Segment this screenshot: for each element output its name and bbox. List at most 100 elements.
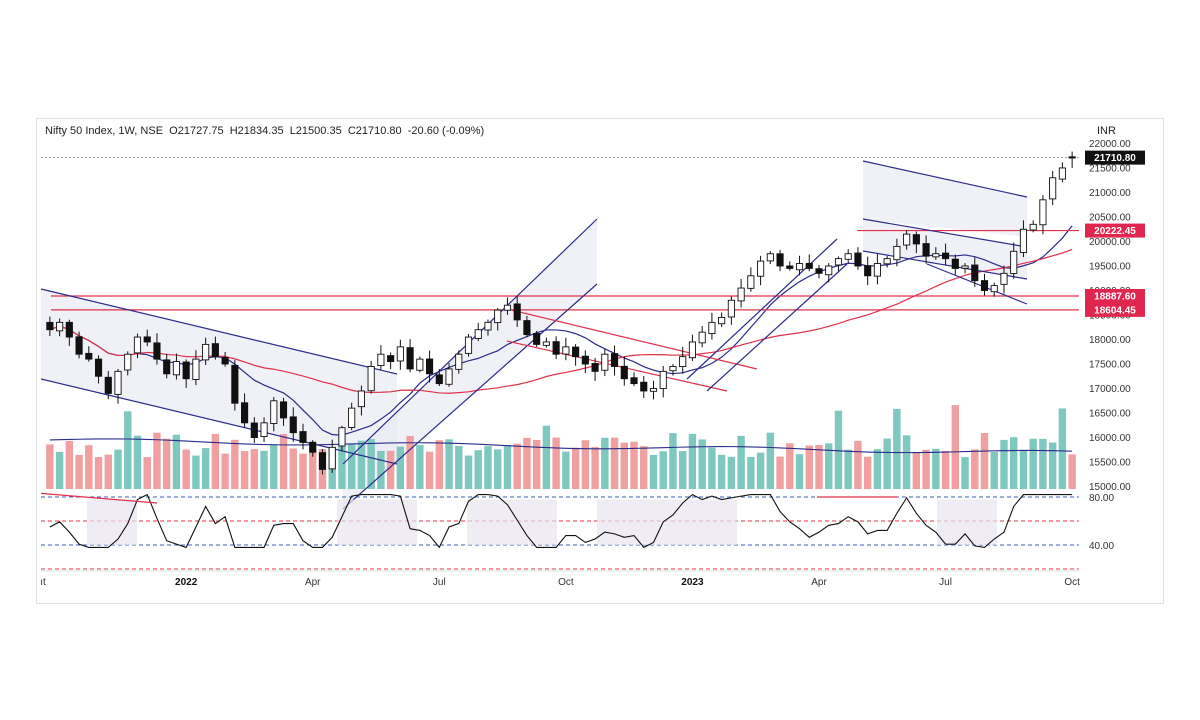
volume-bar [1010, 437, 1018, 489]
candle-body [854, 252, 862, 267]
volume-bar [75, 454, 83, 489]
short-moving-average [49, 225, 1073, 436]
volume-bar [766, 432, 775, 489]
time-tick-label: Apr [305, 577, 321, 588]
candle-body [864, 265, 872, 277]
volume-bar [250, 449, 259, 489]
trend-line [862, 160, 1028, 198]
volume-bar [367, 439, 375, 489]
candle-body [163, 359, 171, 375]
candle-body [1000, 272, 1008, 285]
volume-bar [240, 451, 249, 489]
volume-bar [46, 444, 54, 489]
price-tick-label: 15500.00 [1089, 458, 1131, 469]
candle-body [883, 258, 891, 265]
volume-bar [357, 440, 366, 489]
currency-label: INR [1097, 125, 1116, 137]
trend-line [342, 283, 598, 510]
candle-body [591, 363, 599, 372]
volume-bar [513, 443, 521, 489]
volume-bar [562, 451, 570, 489]
candle-body [56, 321, 64, 332]
candle-body [727, 299, 735, 318]
candle-body [279, 401, 288, 419]
volume-layer [46, 405, 1076, 489]
candle-body [533, 333, 541, 345]
candle-body [503, 304, 512, 311]
volume-bar [347, 444, 356, 489]
price-tick-label: 22000.00 [1089, 139, 1131, 150]
price-tick-label: 18000.00 [1089, 335, 1131, 346]
candle-body [766, 253, 774, 262]
chart-frame: Nifty 50 Index, 1W, NSE O21727.75 H21834… [36, 118, 1164, 604]
candle-body [143, 336, 151, 343]
volume-bar [844, 449, 852, 489]
candle-body [844, 253, 852, 260]
candle-body [825, 265, 833, 276]
price-badge [1085, 150, 1145, 165]
volume-bar [727, 456, 736, 489]
candle-body [669, 366, 677, 372]
volume-bar [309, 449, 317, 489]
trend-line [686, 238, 838, 380]
volume-bar [182, 449, 190, 489]
volume-bar [640, 446, 648, 489]
candle-body [289, 416, 297, 434]
candle-body [747, 275, 755, 289]
volume-bar [464, 455, 473, 489]
volume-bar [299, 453, 307, 489]
volume-bar [55, 451, 64, 489]
volume-bar [532, 439, 541, 489]
candle-body [221, 357, 229, 365]
candle-body [990, 285, 998, 293]
time-tick-label: Oct [1064, 577, 1080, 588]
volume-bar [279, 434, 288, 489]
volume-bar [669, 433, 677, 489]
trendlines-layer [40, 160, 1079, 510]
open-value: O21727.75 [169, 125, 224, 137]
candle-body [377, 353, 385, 367]
volume-bar [1068, 454, 1076, 489]
volume-bar [815, 445, 823, 489]
volume-bar [260, 450, 268, 489]
volume-bar [270, 444, 278, 489]
candle-body [873, 263, 881, 277]
candle-body [922, 243, 930, 257]
volume-bar [708, 447, 716, 489]
candle-body [348, 407, 356, 428]
candle-body [834, 258, 843, 266]
candle-body [805, 262, 813, 269]
volume-bar [893, 408, 901, 489]
volume-bar [338, 437, 346, 489]
trend-line [862, 218, 1028, 248]
rsi-line [49, 493, 1073, 549]
price-chart[interactable]: 22000.00 21500.00 21000.00 20500.00 20000.00… [37, 119, 1165, 605]
candle-body [211, 343, 219, 358]
volume-bar [932, 448, 940, 489]
rsi-tick-label: 80.00 [1089, 493, 1114, 504]
volume-bar [717, 454, 726, 489]
candle-body [357, 390, 365, 408]
candle-body [1039, 199, 1047, 226]
price-badge-label: 18887.60 [1094, 292, 1136, 303]
candle-body [698, 331, 706, 344]
volume-bar [523, 437, 531, 489]
candle-body [737, 287, 745, 302]
volume-bar [143, 457, 151, 489]
candle-body [445, 368, 453, 385]
candle-body [124, 353, 132, 371]
price-badge-label: 20222.45 [1094, 226, 1136, 237]
price-tick-label: 15000.00 [1089, 482, 1131, 493]
trend-line [506, 308, 758, 370]
time-tick-label: Apr [811, 577, 827, 588]
volume-bar [854, 440, 862, 489]
candle-body [474, 329, 482, 339]
candle-body [542, 341, 550, 346]
volume-bar [776, 456, 784, 489]
candle-body [114, 370, 122, 395]
volume-bar [416, 444, 424, 489]
candle-body [912, 234, 920, 245]
volume-bar [1019, 449, 1028, 489]
volume-bar [104, 454, 112, 489]
rsi-shade [337, 499, 417, 545]
